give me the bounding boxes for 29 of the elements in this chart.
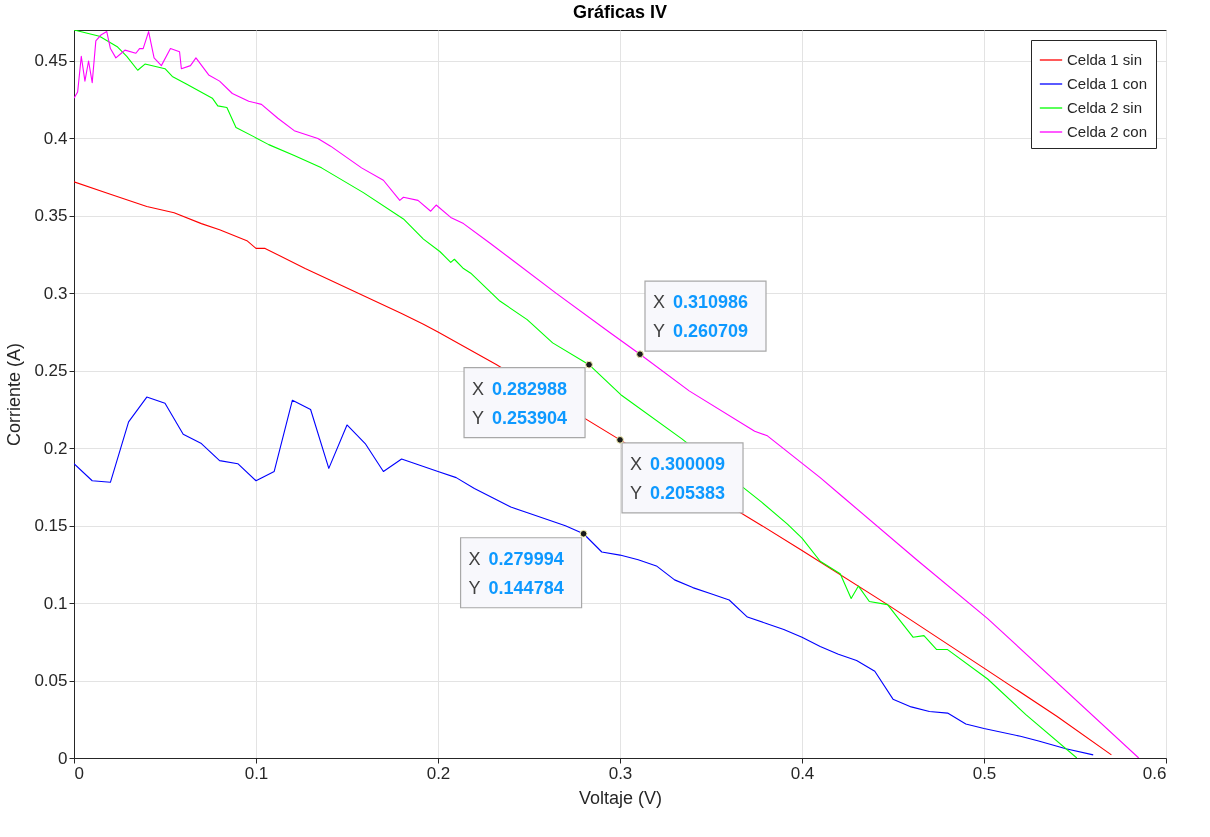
y-tick-label: 0.15 (34, 516, 68, 536)
y-axis-title: Corriente (A) (4, 342, 25, 447)
y-tick-label: 0.3 (43, 283, 68, 303)
chart-title: Gráficas IV (572, 2, 668, 22)
x-tick-label: 0.4 (790, 763, 815, 783)
y-tick-label: 0 (58, 748, 68, 768)
x-axis-title: Voltaje (V) (578, 787, 663, 808)
y-tick-label: 0.1 (43, 593, 68, 613)
x-tick-label: 0 (74, 763, 84, 783)
line-series (74, 396, 1094, 756)
y-tick-label: 0.35 (34, 206, 68, 226)
legend-label: Celda 2 con (1067, 123, 1148, 140)
y-tick-label: 0.45 (34, 51, 68, 71)
legend-label: Celda 1 sin (1067, 51, 1143, 68)
legend-label: Celda 2 sin (1067, 99, 1143, 116)
x-tick-label: 0.6 (1142, 763, 1167, 783)
x-tick-label: 0.3 (608, 763, 633, 783)
y-tick-label: 0.25 (34, 361, 68, 381)
annotation: X 0.300009 Y 0.205383 (630, 453, 726, 503)
annotation: X 0.310986 Y 0.260709 (652, 292, 749, 342)
x-tick-label: 0.5 (972, 763, 997, 783)
legend-label: Celda 1 con (1067, 75, 1148, 92)
annotation: X 0.282988 Y 0.253904 (472, 378, 568, 428)
y-tick-label: 0.4 (43, 128, 68, 148)
x-tick-label: 0.1 (244, 763, 269, 783)
x-tick-label: 0.2 (426, 763, 451, 783)
y-tick-label: 0.2 (43, 438, 68, 458)
annotation: X 0.279994 Y 0.144784 (468, 548, 564, 598)
y-tick-label: 0.05 (34, 671, 68, 691)
